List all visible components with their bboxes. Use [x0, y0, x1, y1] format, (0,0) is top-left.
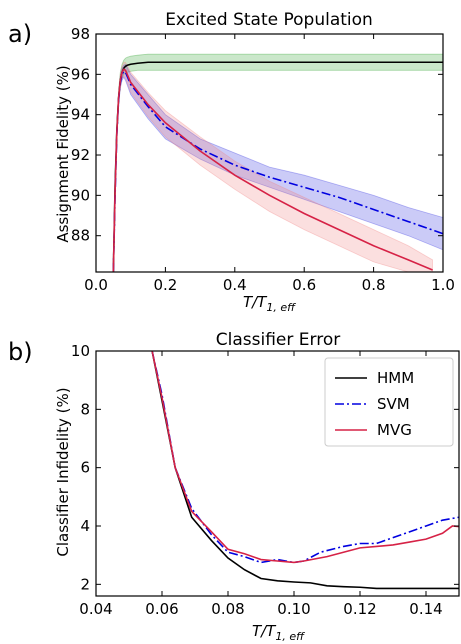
panel-1-xtick-label: 0.10 [277, 600, 310, 618]
panel-0-xtick-label: 0.8 [362, 276, 386, 294]
panel-1-ytick-label: 6 [80, 459, 90, 477]
panel-b-ylabel: Classifier Infidelity (%) [54, 387, 72, 556]
panel-a-title: Excited State Population [165, 10, 373, 30]
panel-0-ytick-label: 92 [71, 146, 90, 164]
panel-1-legend: HMM SVM MVG [324, 357, 454, 447]
panel-1-xtick-label: 0.08 [211, 600, 244, 618]
panel-1-ytick-label: 10 [71, 342, 90, 360]
panel-0-xtick-label: 0.4 [223, 276, 247, 294]
panel-a-plot: 0.0 0.2 0.4 0.6 0.8 1.0 88 90 92 94 96 98 [71, 25, 455, 294]
panel-0-band-0 [112, 53, 443, 272]
panel-1-frame [95, 350, 460, 597]
panel-a-xlabel-sub: 1, eff [266, 301, 296, 314]
panel-a-label: a) [8, 20, 32, 48]
legend-label-svm: SVM [377, 395, 410, 413]
panel-0-band-1 [112, 63, 443, 272]
panel-0-line-2 [112, 68, 433, 272]
panel-b-xlabel-main: T/T [252, 622, 277, 640]
panel-1-ytick-label: 2 [80, 575, 90, 593]
panel-0-ytick-label: 90 [71, 186, 90, 204]
panel-0-xtick-label: 1.0 [431, 276, 455, 294]
panel-1-xtick-label: 0.14 [409, 600, 442, 618]
panel-0-band-2 [112, 61, 433, 272]
panel-0-ytick-label: 88 [71, 227, 90, 245]
panel-a-ylabel: Assignment Fidelity (%) [54, 65, 72, 242]
panel-1-xtick-label: 0.06 [145, 600, 178, 618]
panel-1-ytick-label: 4 [80, 517, 90, 535]
legend-label-mvg: MVG [377, 421, 412, 439]
panel-0-ytick-label: 94 [71, 106, 90, 124]
panel-0-frame [95, 33, 444, 273]
legend-label-hmm: HMM [377, 369, 414, 387]
panel-0-xtick-label: 0.0 [84, 276, 108, 294]
panel-b-xlabel-sub: 1, eff [275, 630, 305, 643]
panel-0-ytick-label: 96 [71, 65, 90, 83]
panel-0-ytick-label: 98 [71, 25, 90, 43]
panel-a-xlabel: T/T1, eff [243, 293, 296, 314]
panel-a-xlabel-main: T/T [243, 293, 268, 311]
panel-b-label: b) [8, 338, 33, 366]
panel-1-xtick-label: 0.12 [343, 600, 376, 618]
panel-1-line-mvg [151, 351, 459, 564]
legend-frame [324, 357, 454, 447]
panel-1-line-hmm [151, 351, 459, 590]
panel-b-xlabel: T/T1, eff [252, 622, 305, 643]
panel-1-xtick-label: 0.04 [79, 600, 112, 618]
panel-0-xtick-label: 0.2 [153, 276, 177, 294]
panel-b-title: Classifier Error [216, 330, 340, 350]
panel-b-plot: 0.04 0.06 0.08 0.10 0.12 0.14 2 4 6 8 10 HMM SVM MVG [71, 342, 460, 618]
panel-1-ytick-label: 8 [80, 400, 90, 418]
panel-0-xtick-label: 0.6 [292, 276, 316, 294]
